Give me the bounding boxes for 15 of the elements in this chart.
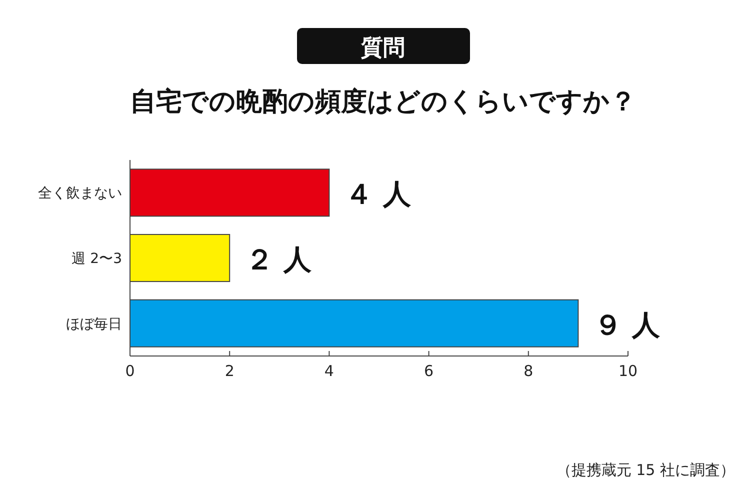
data-label: ４ 人	[345, 178, 412, 211]
chart-title: 質問	[360, 35, 405, 61]
y-tick-label: 全く飲まない	[38, 186, 122, 202]
data-label: ９ 人	[594, 308, 661, 342]
x-tick-label: 4	[324, 362, 334, 380]
x-tick-label: 0	[125, 362, 135, 380]
data-label: ２ 人	[246, 243, 312, 276]
x-tick-label: 8	[524, 362, 534, 380]
text: （提携蔵元 15 社に調査）	[556, 461, 735, 479]
x-tick-label: 6	[424, 362, 434, 380]
x-tick-label: 10	[618, 362, 638, 380]
y-tick-label: 週 2〜3	[72, 251, 122, 267]
chart-subtitle: 自宅での晩酌の頻度はどのくらいですか？	[130, 87, 636, 117]
y-tick-label: ほぼ毎日	[66, 316, 122, 332]
x-tick-label: 2	[224, 362, 234, 380]
